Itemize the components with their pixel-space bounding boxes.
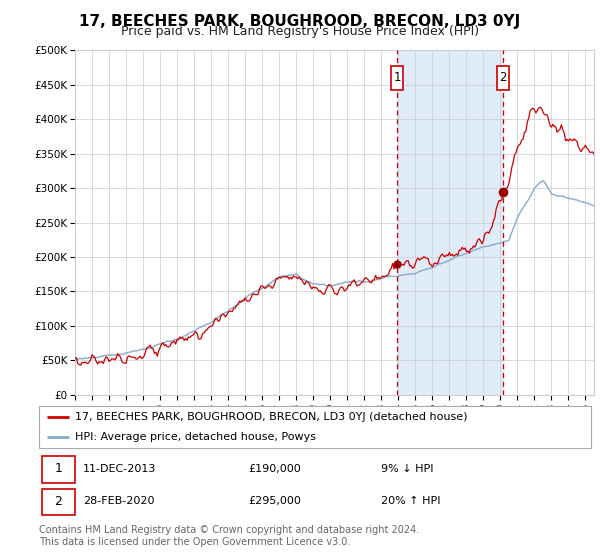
FancyBboxPatch shape	[497, 66, 509, 90]
Text: Price paid vs. HM Land Registry's House Price Index (HPI): Price paid vs. HM Land Registry's House …	[121, 25, 479, 38]
Text: £190,000: £190,000	[249, 464, 302, 474]
Text: 20% ↑ HPI: 20% ↑ HPI	[381, 496, 441, 506]
Text: Contains HM Land Registry data © Crown copyright and database right 2024.
This d: Contains HM Land Registry data © Crown c…	[39, 525, 419, 547]
Text: 2: 2	[55, 494, 62, 508]
FancyBboxPatch shape	[42, 456, 75, 483]
Bar	[397, 50, 503, 395]
Text: 17, BEECHES PARK, BOUGHROOD, BRECON, LD3 0YJ: 17, BEECHES PARK, BOUGHROOD, BRECON, LD3…	[79, 14, 521, 29]
Text: 2: 2	[500, 72, 507, 85]
Text: 1: 1	[394, 72, 401, 85]
Text: 1: 1	[55, 463, 62, 475]
FancyBboxPatch shape	[39, 406, 591, 448]
Text: 9% ↓ HPI: 9% ↓ HPI	[381, 464, 434, 474]
FancyBboxPatch shape	[42, 488, 75, 515]
Text: 17, BEECHES PARK, BOUGHROOD, BRECON, LD3 0YJ (detached house): 17, BEECHES PARK, BOUGHROOD, BRECON, LD3…	[75, 412, 467, 422]
Text: £295,000: £295,000	[249, 496, 302, 506]
Text: HPI: Average price, detached house, Powys: HPI: Average price, detached house, Powy…	[75, 432, 316, 442]
FancyBboxPatch shape	[391, 66, 403, 90]
Text: 28-FEB-2020: 28-FEB-2020	[83, 496, 155, 506]
Text: 11-DEC-2013: 11-DEC-2013	[83, 464, 157, 474]
